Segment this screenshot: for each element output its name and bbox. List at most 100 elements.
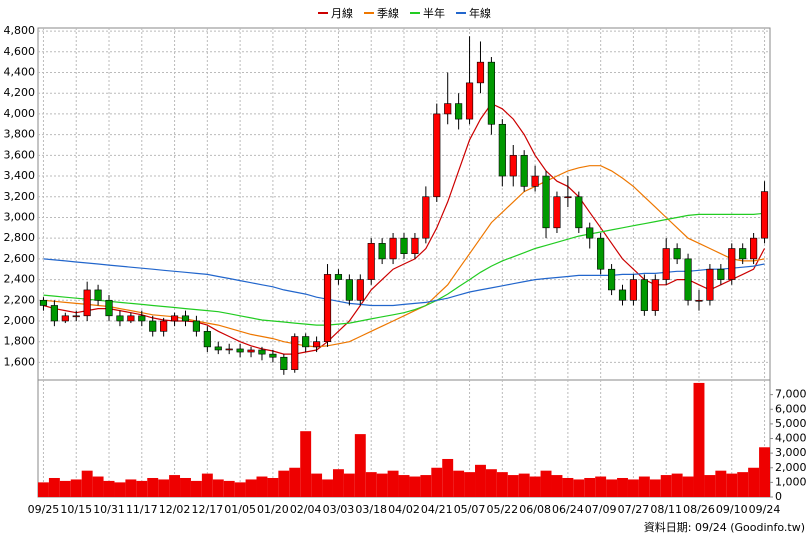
volume-bar bbox=[518, 473, 530, 497]
volume-bar bbox=[180, 477, 191, 497]
volume-bar bbox=[387, 470, 399, 497]
volume-bar bbox=[475, 464, 486, 497]
y-tick-label: 2,800 bbox=[4, 231, 36, 244]
x-tick-label: 01/05 bbox=[224, 503, 256, 516]
x-tick-label: 11/17 bbox=[126, 503, 158, 516]
y-tick-label: 4,200 bbox=[4, 86, 36, 99]
volume-bar bbox=[59, 480, 71, 497]
candle-body bbox=[236, 348, 244, 353]
volume-bar bbox=[190, 480, 202, 497]
volume-bar bbox=[715, 470, 727, 497]
volume-bar bbox=[453, 470, 465, 497]
volume-bar bbox=[169, 475, 181, 497]
candle-body bbox=[94, 289, 102, 301]
y2-tick-label: 7,000 bbox=[775, 388, 807, 401]
candle-body bbox=[739, 248, 747, 260]
x-tick-label: 09/25 bbox=[28, 503, 60, 516]
candle-body bbox=[127, 315, 135, 322]
y-tick-label: 3,000 bbox=[4, 210, 36, 223]
x-tick-label: 12/17 bbox=[191, 503, 223, 516]
candle-body bbox=[181, 315, 190, 322]
volume-bar bbox=[638, 476, 650, 497]
volume-bar bbox=[212, 479, 224, 497]
candle-body bbox=[83, 289, 91, 317]
legend-label: 半年 bbox=[423, 6, 445, 20]
candle-body bbox=[673, 248, 681, 260]
volume-bar bbox=[70, 479, 82, 497]
candle-body bbox=[597, 237, 605, 270]
candle-body bbox=[50, 305, 58, 322]
volume-bar bbox=[311, 473, 323, 497]
y-tick-label: 3,400 bbox=[4, 169, 36, 182]
y-tick-label: 4,400 bbox=[4, 66, 36, 79]
candle-body bbox=[531, 175, 539, 187]
candle-body bbox=[422, 196, 430, 239]
volume-bar bbox=[649, 479, 661, 497]
volume-bar bbox=[300, 431, 312, 497]
y-tick-label: 2,200 bbox=[4, 293, 36, 306]
candle-body bbox=[651, 279, 659, 311]
volume-bar bbox=[627, 479, 639, 497]
volume-bar bbox=[234, 482, 246, 497]
candle-body bbox=[149, 320, 157, 332]
volume-bar bbox=[562, 477, 574, 497]
x-tick-label: 07/09 bbox=[585, 503, 617, 516]
candle-body bbox=[39, 299, 48, 306]
candle-body bbox=[575, 196, 583, 229]
volume-bar bbox=[573, 479, 585, 497]
candle-body bbox=[487, 61, 495, 125]
candle-body bbox=[695, 299, 703, 302]
candle-body bbox=[105, 299, 113, 317]
volume-bar bbox=[343, 473, 355, 497]
candle-body bbox=[302, 336, 310, 348]
candle-body bbox=[400, 237, 408, 254]
volume-bar bbox=[136, 480, 148, 497]
candle-body bbox=[542, 175, 550, 229]
y2-tick-label: 0 bbox=[775, 490, 782, 503]
volume-bar bbox=[158, 479, 170, 497]
candle-body bbox=[192, 320, 200, 332]
ma-line bbox=[43, 165, 765, 348]
volume-bar bbox=[103, 480, 115, 497]
candle-body bbox=[618, 289, 627, 301]
volume-bar bbox=[682, 476, 694, 497]
candle-body bbox=[291, 336, 299, 370]
y-tick-label: 2,000 bbox=[4, 314, 36, 327]
candle-body bbox=[334, 274, 343, 280]
candle-body bbox=[520, 155, 528, 187]
volume-bar bbox=[289, 467, 301, 497]
candle-body bbox=[750, 237, 758, 260]
candle-body bbox=[313, 341, 321, 348]
y2-tick-label: 6,000 bbox=[775, 402, 807, 415]
volume-bar bbox=[748, 467, 760, 497]
candle-body bbox=[258, 349, 266, 355]
candle-body bbox=[629, 279, 638, 301]
candle-body bbox=[564, 196, 572, 199]
y-tick-label: 4,000 bbox=[4, 107, 36, 120]
candle-body bbox=[203, 331, 211, 348]
volume-bar bbox=[704, 475, 716, 497]
x-tick-label: 02/04 bbox=[290, 503, 322, 516]
volume-bar bbox=[409, 476, 421, 497]
legend-label: 年線 bbox=[469, 6, 491, 20]
volume-bar bbox=[431, 467, 443, 497]
volume-bar bbox=[398, 475, 410, 497]
x-tick-label: 10/31 bbox=[93, 503, 125, 516]
x-tick-label: 08/11 bbox=[650, 503, 682, 516]
candle-body bbox=[728, 248, 736, 280]
x-tick-label: 05/22 bbox=[486, 503, 518, 516]
volume-bar bbox=[671, 473, 683, 497]
volume-bar bbox=[737, 472, 749, 497]
volume-bar bbox=[201, 473, 213, 497]
x-tick-label: 08/26 bbox=[683, 503, 715, 516]
volume-bar bbox=[606, 479, 618, 497]
volume-bar bbox=[256, 476, 268, 497]
candle-body bbox=[367, 243, 375, 280]
candle-body bbox=[247, 349, 255, 353]
x-tick-label: 04/02 bbox=[388, 503, 420, 516]
candle-body bbox=[225, 348, 233, 351]
y2-tick-label: 5,000 bbox=[775, 417, 807, 430]
x-tick-label: 06/08 bbox=[519, 503, 551, 516]
legend-label: 季線 bbox=[377, 6, 399, 20]
